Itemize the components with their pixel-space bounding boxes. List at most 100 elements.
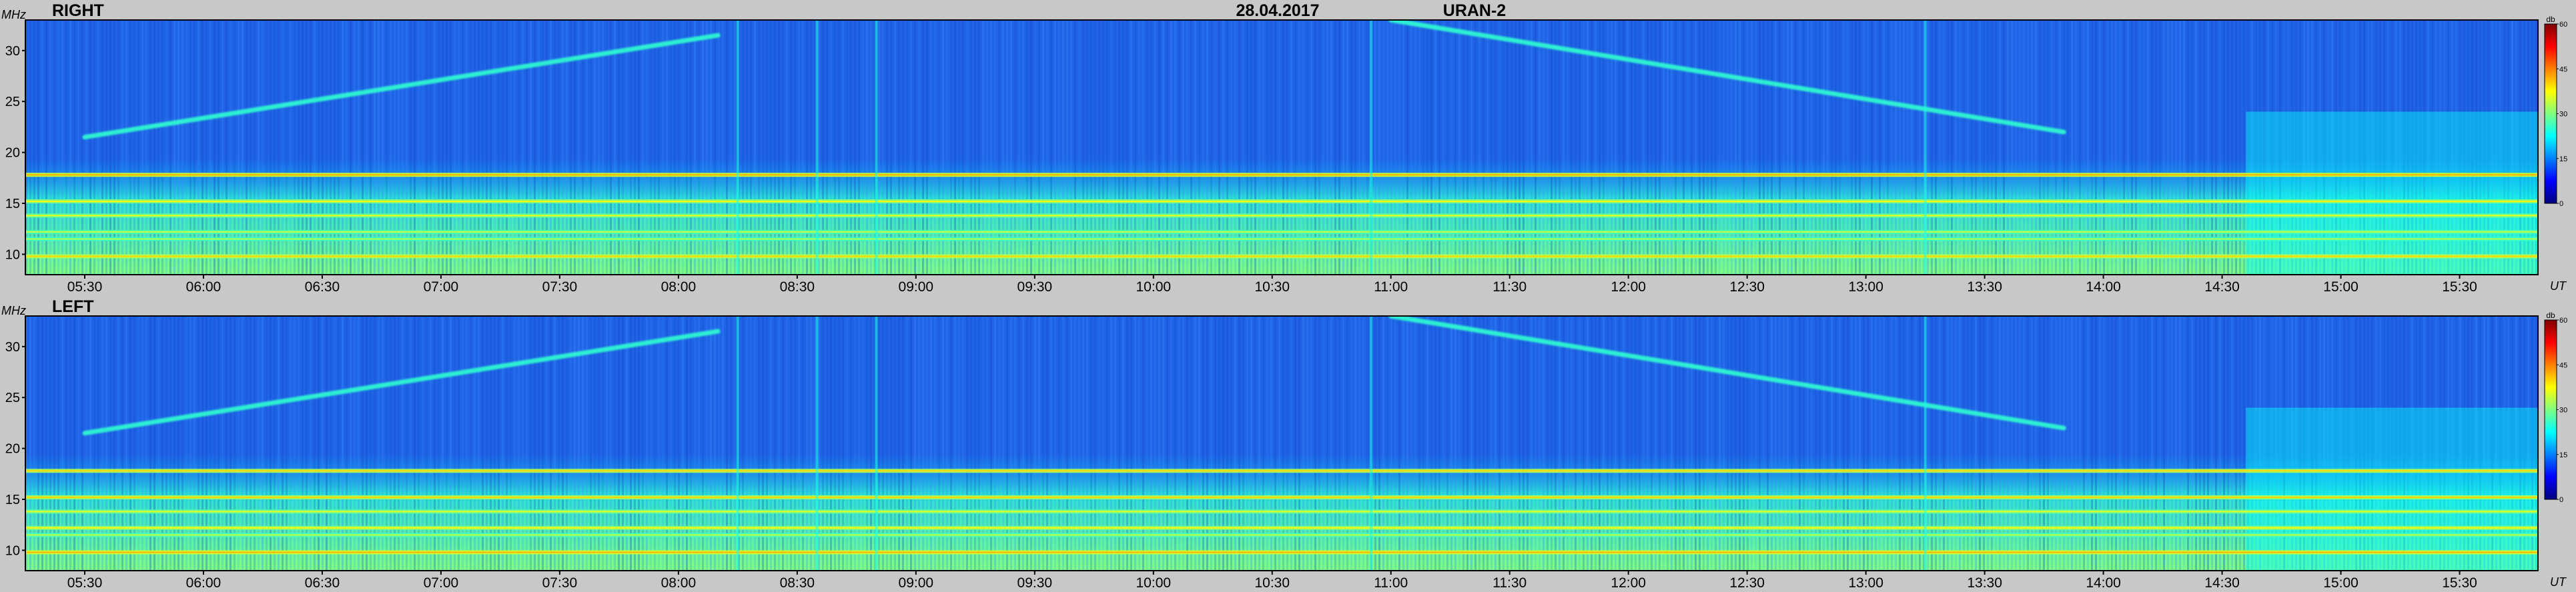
time-column [734, 316, 736, 571]
time-column [1386, 316, 1388, 571]
time-column [109, 20, 111, 275]
time-column [1466, 316, 1468, 571]
time-column [734, 20, 736, 275]
time-column [878, 20, 880, 275]
time-column [2511, 20, 2513, 275]
time-column [786, 20, 788, 275]
time-column [1867, 20, 1869, 275]
time-column [209, 316, 211, 571]
time-column [1502, 20, 1505, 275]
time-column [1935, 20, 1937, 275]
time-column [2015, 316, 2017, 571]
x-tick-label: 06:30 [305, 279, 340, 295]
time-column [1230, 316, 1232, 571]
time-column [1254, 20, 1256, 275]
time-column [1975, 316, 1977, 571]
time-column [1330, 316, 1332, 571]
time-column [1583, 316, 1585, 571]
time-column [181, 316, 183, 571]
colorbar-tick-label: 60 [2559, 21, 2567, 29]
time-column [806, 20, 808, 275]
time-column [89, 316, 91, 571]
time-column [1078, 316, 1080, 571]
time-column [1951, 20, 1953, 275]
time-column [1767, 20, 1769, 275]
time-column [454, 20, 456, 275]
time-column [29, 20, 31, 275]
time-column [422, 20, 424, 275]
time-column [2439, 316, 2441, 571]
time-column [598, 316, 600, 571]
time-column [1162, 316, 1164, 571]
time-column [1262, 20, 1264, 275]
time-column [586, 316, 588, 571]
time-column [310, 316, 312, 571]
y-tick-label: 25 [5, 391, 20, 405]
time-column [1555, 316, 1557, 571]
time-column [2515, 20, 2517, 275]
time-column [626, 20, 628, 275]
time-column [1226, 316, 1228, 571]
time-column [1723, 20, 1725, 275]
time-column [1523, 20, 1525, 275]
time-column [294, 316, 296, 571]
time-column [786, 316, 788, 571]
time-column [434, 20, 436, 275]
time-column [1198, 20, 1200, 275]
time-column [1675, 316, 1677, 571]
time-column [1222, 20, 1224, 275]
time-column [994, 20, 996, 275]
time-column [1875, 20, 1877, 275]
time-column [1999, 20, 2001, 275]
time-column [1486, 316, 1488, 571]
time-column [1911, 316, 1913, 571]
time-column [618, 316, 620, 571]
time-column [1130, 20, 1132, 275]
time-column [1050, 316, 1052, 571]
time-column [81, 20, 83, 275]
time-column [1294, 20, 1296, 275]
time-column [1086, 316, 1088, 571]
time-column [2523, 20, 2525, 275]
time-column [754, 316, 756, 571]
time-column [1627, 20, 1629, 275]
time-column [1691, 20, 1693, 275]
time-column [2267, 20, 2269, 275]
time-column [2087, 20, 2089, 275]
time-column [2443, 316, 2445, 571]
frequency-band-core [25, 551, 2538, 553]
time-column [2511, 316, 2513, 571]
time-column [1218, 316, 1220, 571]
time-column [121, 316, 123, 571]
time-column [302, 316, 304, 571]
time-column [1366, 316, 1368, 571]
x-tick-label: 11:00 [1374, 575, 1408, 591]
time-column [1791, 316, 1793, 571]
time-column [906, 316, 908, 571]
time-column [1647, 316, 1649, 571]
time-column [1346, 316, 1348, 571]
time-column [1539, 316, 1541, 571]
time-column [2051, 316, 2053, 571]
time-column [1394, 316, 1396, 571]
time-column [1563, 316, 1565, 571]
time-column [2347, 20, 2349, 275]
time-column [2259, 20, 2261, 275]
time-column [1258, 316, 1260, 571]
time-column [1138, 316, 1140, 571]
time-column [1879, 316, 1881, 571]
time-column [1939, 20, 1941, 275]
time-column [674, 20, 676, 275]
y-tick-label: 30 [5, 340, 20, 355]
time-column [2039, 20, 2041, 275]
time-column [894, 20, 896, 275]
time-column [770, 20, 772, 275]
time-column [758, 20, 760, 275]
time-column [686, 20, 688, 275]
time-column [1943, 316, 1945, 571]
time-column [2019, 20, 2021, 275]
time-column [642, 20, 644, 275]
time-column [698, 20, 700, 275]
time-column [722, 316, 724, 571]
time-column [1759, 316, 1761, 571]
